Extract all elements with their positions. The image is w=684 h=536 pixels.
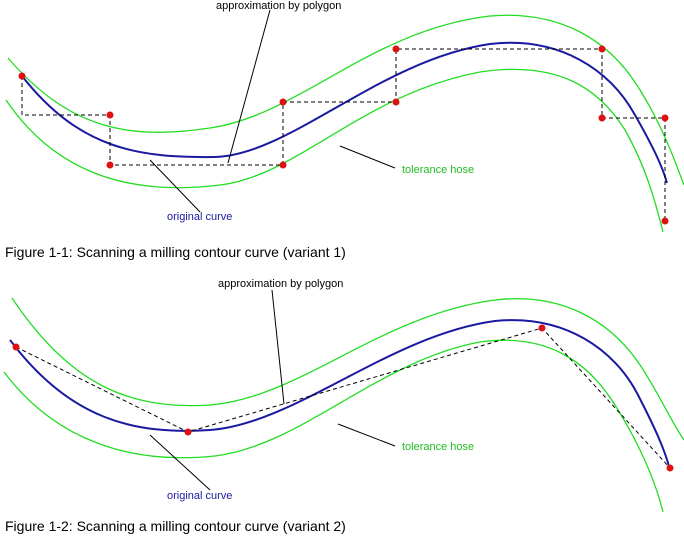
figure-2: approximation by polygon tolerance hose … — [3, 278, 684, 534]
leader-tolerance — [339, 145, 396, 169]
polygon-approximation — [15, 327, 671, 469]
leader-curve — [149, 434, 211, 491]
scan-point — [18, 72, 26, 80]
label-original-curve: original curve — [167, 490, 232, 502]
scan-point — [12, 343, 20, 351]
scan-point — [598, 45, 606, 53]
label-tolerance-hose: tolerance hose — [402, 441, 474, 453]
figure-1-caption: Figure 1-1: Scanning a milling contour c… — [5, 244, 346, 260]
scan-point — [661, 217, 669, 225]
tolerance-hose-upper — [7, 14, 684, 186]
scan-point — [279, 161, 287, 169]
scan-point — [392, 98, 400, 106]
original-curve — [9, 319, 671, 471]
tolerance-hose-lower — [3, 339, 664, 513]
figure-1: approximation by polygon tolerance hose … — [5, 0, 684, 260]
scan-point — [538, 324, 546, 332]
label-original-curve: original curve — [167, 211, 232, 223]
tolerance-hose-upper — [11, 297, 684, 441]
figure-2-caption: Figure 1-2: Scanning a milling contour c… — [5, 518, 346, 534]
leader-curve — [149, 159, 201, 213]
leader-polygon — [271, 289, 285, 405]
scan-point — [392, 45, 400, 53]
scan-point — [106, 111, 114, 119]
scan-point — [598, 114, 606, 122]
label-approximation-polygon: approximation by polygon — [216, 0, 341, 12]
scan-points — [18, 45, 669, 225]
scan-point — [106, 161, 114, 169]
scan-point — [184, 428, 192, 436]
original-curve — [21, 41, 668, 184]
label-approximation-polygon: approximation by polygon — [218, 278, 343, 290]
scan-point — [661, 114, 669, 122]
polygon-approximation — [21, 48, 666, 221]
leader-tolerance — [337, 423, 396, 447]
scan-point — [279, 98, 287, 106]
leader-polygon — [227, 9, 271, 164]
scan-points — [12, 324, 674, 472]
label-tolerance-hose: tolerance hose — [402, 164, 474, 176]
tolerance-hose-lower — [5, 68, 664, 233]
scan-point — [666, 464, 674, 472]
